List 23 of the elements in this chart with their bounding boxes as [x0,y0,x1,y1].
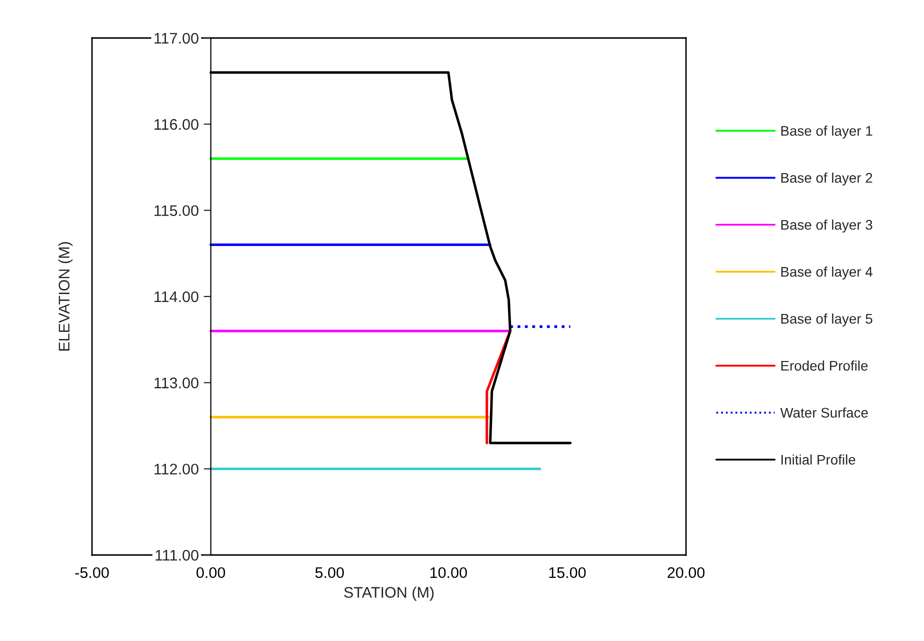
y-tick-label: 112.00 [154,464,198,475]
y-tick-label: 115.00 [154,205,198,216]
legend-label: Water Surface [780,407,868,418]
y-tick-label: 117.00 [154,32,198,44]
y-tick-label: 116.00 [154,119,198,130]
x-tick-label: 5.00 [315,567,344,578]
y-tick-label: 113.00 [154,378,198,388]
x-tick-label: 0.00 [196,567,226,578]
legend-label: Base of layer 2 [781,172,872,186]
legend-label: Initial Profile [781,454,856,465]
legend-label: Base of layer 3 [781,220,872,233]
legend-label: Base of layer 1 [781,126,872,139]
x-axis-title: STATION (M) [344,586,434,601]
x-tick-label: 10.00 [430,567,467,578]
x-tick-label: 20.00 [668,567,705,578]
y-tick-label: 114.00 [154,291,198,302]
x-tick-label: -5.00 [75,567,109,578]
legend-label: Base of layer 4 [781,266,872,280]
legend-label: Base of layer 5 [781,314,872,326]
y-tick-label: 111.00 [156,550,198,561]
y-axis-title: ELEVATION (M) [58,242,73,351]
legend-label: Eroded Profile [781,360,868,371]
x-tick-label: 15.00 [549,567,586,578]
